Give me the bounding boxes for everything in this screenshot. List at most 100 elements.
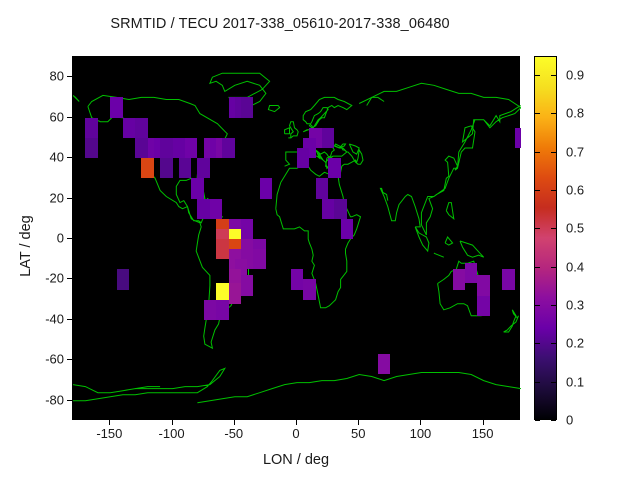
coastline-segment: [73, 95, 80, 102]
x-tick-mark: [233, 420, 235, 425]
y-tick-label: 20: [49, 190, 64, 206]
colorbar-tick-label: 0.8: [566, 105, 585, 121]
y-tick-label: 60: [49, 109, 64, 125]
heatmap-cell: [253, 249, 266, 270]
coastline-segment: [73, 367, 227, 402]
heatmap-cell: [502, 269, 515, 290]
coastline-segment: [459, 240, 485, 258]
y-tick-mark: [67, 238, 72, 239]
colorbar-tick-mark: [551, 75, 556, 77]
colorbar-tick-label: 0.1: [566, 374, 585, 390]
y-tick-label: -60: [45, 351, 64, 367]
heatmap-cell: [216, 299, 229, 320]
x-tick-mark: [482, 420, 484, 425]
colorbar-tick-mark: [535, 151, 540, 153]
colorbar-gradient: [535, 57, 556, 419]
y-tick-mark: [67, 157, 72, 159]
heatmap-cell: [321, 127, 335, 148]
heatmap-cell: [197, 198, 210, 219]
colorbar-tick-mark: [551, 420, 556, 421]
y-tick-mark: [67, 318, 72, 320]
heatmap-cell: [197, 158, 210, 179]
coastline-segment: [135, 386, 161, 390]
heatmap-cells: [73, 57, 521, 421]
y-tick-mark: [67, 278, 72, 280]
heatmap-cell: [321, 198, 335, 219]
plot-title: SRMTID / TECU 2017-338_05610-2017-338_06…: [110, 16, 450, 32]
coastline-segment: [209, 72, 271, 109]
heatmap-cell: [315, 178, 329, 199]
heatmap-cell: [290, 269, 304, 290]
heatmap-cell: [135, 117, 148, 138]
colorbar-tick-label: 0.9: [566, 67, 585, 83]
heatmap-cell: [85, 137, 98, 159]
x-tick-label: 0: [292, 426, 300, 441]
colorbar-tick-mark: [551, 151, 556, 153]
heatmap-cell: [241, 218, 254, 239]
heatmap-cell: [241, 97, 254, 118]
map-plot-area[interactable]: [72, 56, 521, 421]
y-tick-mark: [67, 197, 72, 199]
x-tick-mark: [358, 420, 360, 425]
coastline-segment: [414, 226, 430, 253]
colorbar-tick-label: 0.4: [566, 259, 585, 275]
heatmap-cell: [110, 97, 123, 118]
y-tick-label: 40: [49, 149, 64, 165]
heatmap-cell: [303, 279, 316, 300]
colorbar-tick-mark: [535, 190, 540, 192]
y-tick-mark: [67, 76, 72, 78]
x-axis-label: LON / deg: [262, 452, 330, 468]
heatmap-cell: [160, 158, 173, 179]
heatmap-cell: [514, 127, 521, 148]
colorbar[interactable]: [534, 56, 557, 420]
coastline-segment: [302, 96, 353, 133]
x-tick-mark: [420, 420, 422, 425]
heatmap-cell: [185, 137, 198, 159]
x-tick-label: -150: [96, 426, 123, 441]
y-tick-label: -80: [45, 392, 64, 408]
x-tick-mark: [109, 420, 111, 425]
y-tick-label: 0: [56, 230, 64, 246]
heatmap-cell: [216, 239, 229, 260]
coastline-segment: [267, 105, 281, 113]
colorbar-tick-mark: [535, 113, 540, 115]
heatmap-cell: [377, 354, 391, 375]
coastline-segment: [445, 202, 455, 221]
colorbar-tick-mark: [535, 75, 540, 77]
colorbar-tick-mark: [551, 305, 556, 307]
coastline-segment: [275, 163, 362, 309]
coastline-segment: [358, 82, 521, 236]
heatmap-cell: [178, 158, 192, 179]
x-tick-label: 150: [471, 426, 494, 441]
heatmap-cell: [259, 178, 273, 199]
heatmap-cell: [477, 295, 490, 316]
coastline-segment: [379, 187, 421, 228]
x-tick-mark: [296, 420, 297, 425]
heatmap-cell: [122, 117, 136, 138]
heatmap-cell: [203, 299, 217, 320]
colorbar-tick-mark: [535, 420, 540, 421]
heatmap-cell: [209, 198, 223, 219]
colorbar-tick-mark: [535, 305, 540, 307]
colorbar-tick-label: 0: [566, 412, 574, 428]
heatmap-cell: [297, 148, 310, 169]
y-tick-label: -40: [45, 311, 64, 327]
heatmap-cell: [160, 137, 173, 159]
heatmap-cell: [228, 283, 241, 304]
colorbar-tick-mark: [535, 381, 540, 383]
colorbar-tick-label: 0.6: [566, 182, 585, 198]
coastline-segment: [433, 252, 444, 258]
heatmap-cell: [216, 283, 229, 304]
heatmap-cell: [452, 269, 465, 290]
x-tick-label: 50: [350, 426, 366, 441]
colorbar-tick-label: 0.7: [566, 144, 585, 160]
colorbar-tick-label: 0.5: [566, 220, 585, 236]
colorbar-tick-mark: [535, 266, 540, 268]
colorbar-tick-mark: [551, 113, 556, 115]
heatmap-cell: [191, 178, 204, 199]
y-tick-mark: [67, 359, 72, 361]
colorbar-tick-mark: [535, 343, 540, 345]
colorbar-tick-mark: [551, 381, 556, 383]
heatmap-cell: [141, 158, 154, 179]
heatmap-cell: [334, 198, 347, 219]
